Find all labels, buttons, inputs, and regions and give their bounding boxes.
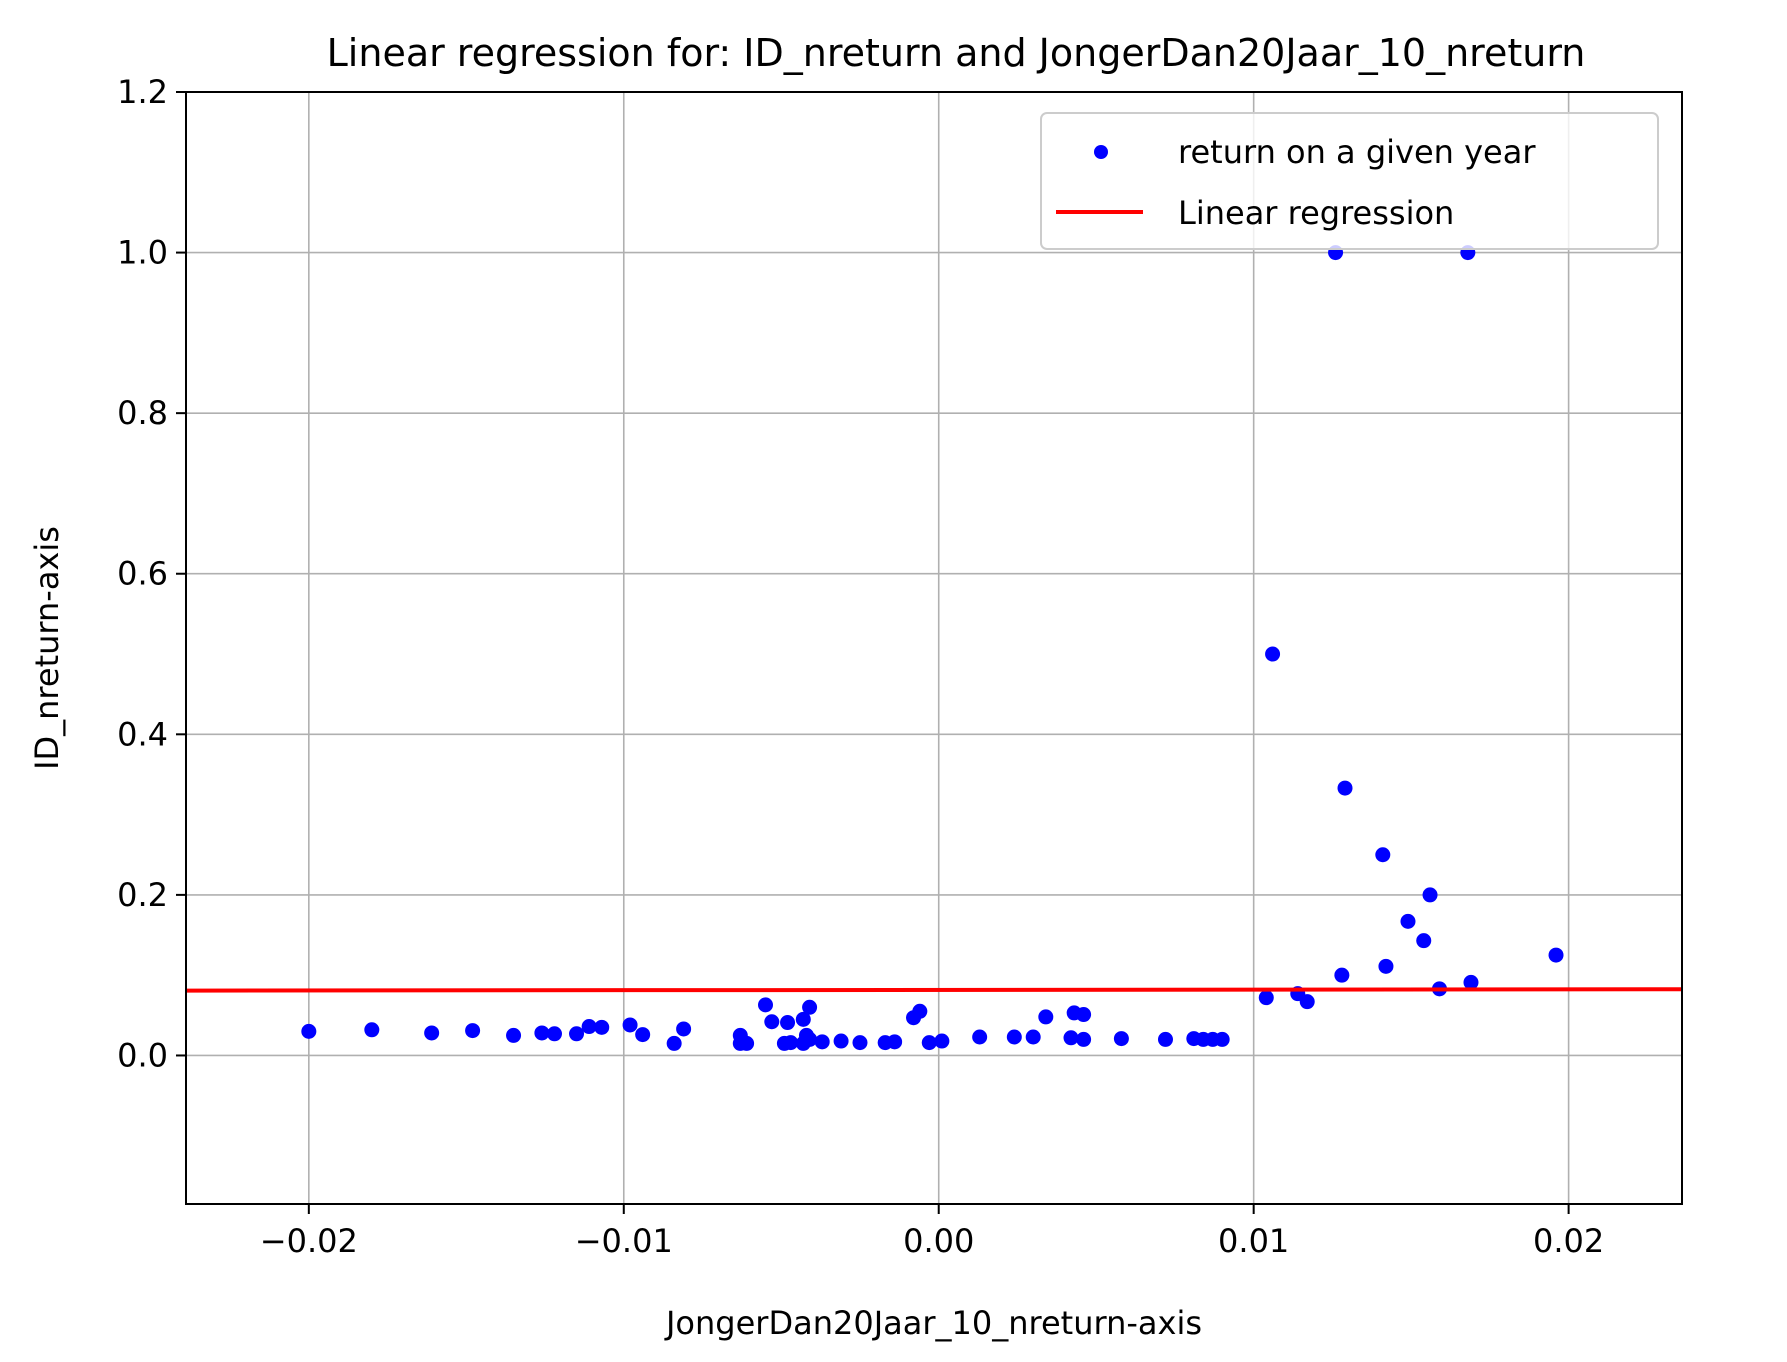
y-tick-label: 0.8 <box>117 394 168 432</box>
scatter-point <box>833 1033 849 1049</box>
scatter-point <box>780 1015 796 1031</box>
scatter-point <box>1076 1031 1092 1047</box>
scatter-point <box>783 1035 799 1051</box>
scatter-point <box>676 1021 692 1037</box>
legend-scatter-marker <box>1094 145 1108 159</box>
scatter-point <box>758 997 774 1013</box>
scatter-point <box>1063 1030 1079 1046</box>
y-tick-label: 1.0 <box>117 234 168 272</box>
y-tick-label: 0.4 <box>117 715 168 753</box>
scatter-point <box>1038 1009 1054 1025</box>
x-tick-label: 0.01 <box>1218 1222 1289 1260</box>
legend-label-scatter: return on a given year <box>1178 133 1536 171</box>
legend: return on a given year Linear regression <box>1040 112 1659 250</box>
scatter-point <box>581 1019 597 1035</box>
scatter-point <box>594 1019 610 1035</box>
chart-title: Linear regression for: ID_nreturn and Jo… <box>327 31 1586 75</box>
scatter-point <box>666 1035 682 1051</box>
scatter-point <box>1422 887 1438 903</box>
scatter-point <box>1157 1031 1173 1047</box>
scatter-point <box>1378 958 1394 974</box>
y-tick-label: 0.0 <box>117 1036 168 1074</box>
scatter-point <box>912 1003 928 1019</box>
scatter-point <box>1265 646 1281 662</box>
scatter-point <box>1025 1029 1041 1045</box>
plot-area <box>186 245 1682 1051</box>
scatter-point <box>301 1023 317 1039</box>
x-tick-label: 0.02 <box>1533 1222 1604 1260</box>
y-tick-label: 1.2 <box>117 73 168 111</box>
scatter-point <box>852 1035 868 1051</box>
scatter-point <box>1416 933 1432 949</box>
scatter-point <box>1375 847 1391 863</box>
scatter-point <box>1076 1007 1092 1023</box>
x-tick-label: 0.00 <box>903 1222 974 1260</box>
x-tick-label: −0.02 <box>260 1222 358 1260</box>
scatter-point <box>1400 913 1416 929</box>
scatter-point <box>887 1034 903 1050</box>
scatter-point <box>764 1014 780 1030</box>
scatter-point <box>1214 1031 1230 1047</box>
scatter-point <box>424 1025 440 1041</box>
scatter-point <box>1006 1029 1022 1045</box>
scatter-point <box>1258 990 1274 1006</box>
scatter-point <box>972 1029 988 1045</box>
scatter-point <box>1334 967 1350 983</box>
scatter-point <box>1548 947 1564 963</box>
scatter-point <box>802 1031 818 1047</box>
y-tick-label: 0.6 <box>117 555 168 593</box>
scatter-point <box>569 1026 585 1042</box>
regression-line <box>186 987 1682 993</box>
scatter-point <box>506 1027 522 1043</box>
scatter-point <box>635 1027 651 1043</box>
plot-frame <box>185 91 1683 1205</box>
legend-label-regression: Linear regression <box>1178 194 1454 232</box>
x-tick-label: −0.01 <box>575 1222 673 1260</box>
x-axis-label: JongerDan20Jaar_10_nreturn-axis <box>664 1304 1202 1342</box>
scatter-point <box>1463 974 1479 990</box>
scatter-point <box>921 1035 937 1051</box>
scatter-point <box>802 999 818 1015</box>
scatter-point <box>795 1011 811 1027</box>
scatter-point <box>1337 780 1353 796</box>
scatter-point <box>1299 994 1315 1010</box>
scatter-point <box>934 1033 950 1049</box>
y-tick-label: 0.2 <box>117 876 168 914</box>
scatter-point <box>622 1017 638 1033</box>
y-axis-ticks: 0.0 0.2 0.4 0.6 0.8 1.0 1.2 <box>117 73 186 1074</box>
scatter-point <box>739 1035 755 1051</box>
scatter-point <box>1113 1031 1129 1047</box>
scatter-point <box>534 1025 550 1041</box>
scatter-point <box>465 1023 481 1039</box>
scatter-point <box>814 1034 830 1050</box>
x-axis-ticks: −0.02 −0.01 0.00 0.01 0.02 <box>260 1204 1604 1260</box>
scatter-point <box>364 1022 380 1038</box>
grid-lines <box>186 91 1682 1204</box>
y-axis-label: ID_nreturn-axis <box>28 526 66 770</box>
scatter-point <box>546 1026 562 1042</box>
legend-box <box>1040 112 1659 250</box>
